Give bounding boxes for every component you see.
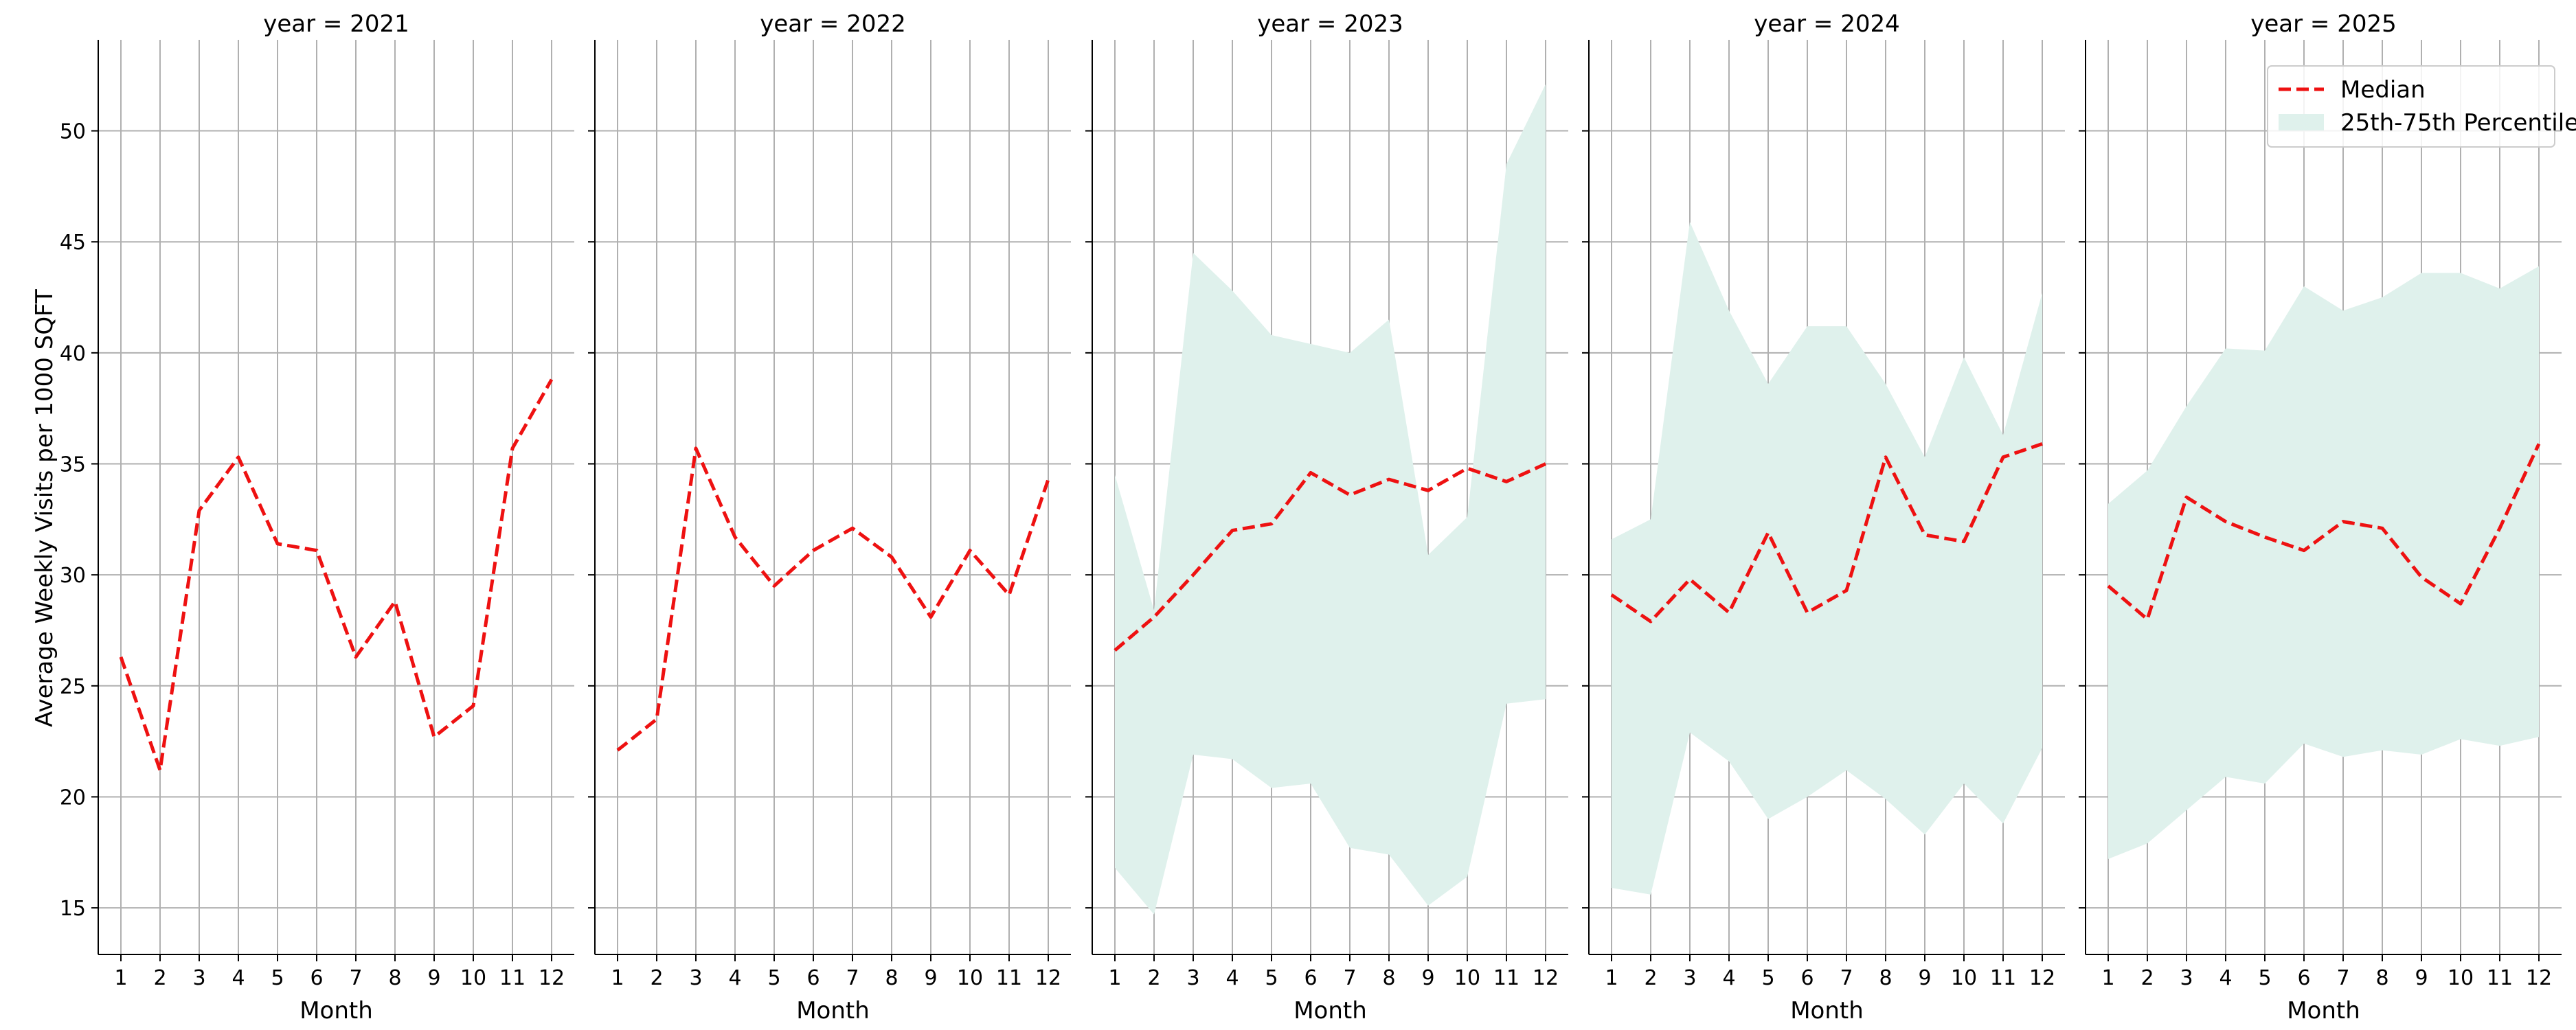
x-tick-label: 7 [1840,966,1853,990]
legend: Median 25th-75th Percentile [2267,65,2576,148]
x-tick-label: 7 [2336,966,2349,990]
x-tick-label: 6 [1304,966,1317,990]
median-line [2107,443,2541,621]
x-tick-label: 3 [1683,966,1696,990]
x-tick-label: 4 [2219,966,2232,990]
x-tick-label: 12 [1533,966,1559,990]
x-tick-label: 10 [957,966,983,990]
x-tick-label: 4 [1225,966,1239,990]
x-tick-label: 8 [2375,966,2388,990]
legend-band-swatch [2279,114,2324,130]
y-tick-label: 20 [60,786,86,810]
x-tick-label: 12 [2029,966,2055,990]
x-tick-label: 10 [460,966,486,990]
x-tick-label: 1 [1108,966,1121,990]
legend-median-label: Median [2340,76,2426,104]
panel-title: year = 2023 [1257,10,1403,38]
x-tick-label: 2 [2140,966,2154,990]
x-tick-label: 9 [924,966,937,990]
panel-title: year = 2022 [760,10,905,38]
x-axis-label: Month [1790,997,1864,1025]
x-tick-label: 9 [1421,966,1434,990]
x-tick-label: 3 [2180,966,2193,990]
x-tick-label: 4 [1722,966,1735,990]
percentile-band [1115,84,1546,915]
x-tick-label: 1 [2101,966,2114,990]
x-tick-label: 10 [2448,966,2474,990]
x-tick-label: 9 [2415,966,2428,990]
x-tick-label: 7 [1343,966,1356,990]
x-tick-label: 12 [539,966,565,990]
x-axis-label: Month [796,997,870,1025]
x-tick-label: 6 [1800,966,1814,990]
y-tick-label: 15 [60,897,86,921]
panel-title: year = 2021 [263,10,409,38]
x-tick-label: 12 [2526,966,2552,990]
x-tick-label: 2 [650,966,663,990]
x-tick-label: 8 [1382,966,1395,990]
x-tick-label: 1 [611,966,624,990]
x-tick-label: 1 [114,966,127,990]
y-tick-label: 40 [60,342,86,366]
x-tick-label: 3 [192,966,205,990]
x-tick-label: 8 [1879,966,1892,990]
x-tick-label: 11 [2487,966,2513,990]
x-axis-label: Month [1293,997,1367,1025]
x-tick-label: 8 [885,966,898,990]
x-tick-label: 6 [310,966,323,990]
x-axis-label: Month [300,997,373,1025]
x-tick-label: 5 [271,966,284,990]
x-tick-label: 11 [1493,966,1519,990]
x-tick-label: 11 [996,966,1022,990]
y-axis-label: Average Weekly Visits per 1000 SQFT [31,289,58,727]
x-tick-label: 6 [806,966,820,990]
percentile-band [1612,222,2042,895]
median-line [616,446,1050,752]
x-tick-label: 6 [2297,966,2310,990]
x-tick-label: 10 [1454,966,1480,990]
x-tick-label: 9 [427,966,440,990]
x-tick-label: 1 [1605,966,1618,990]
legend-band-label: 25th-75th Percentile [2340,109,2576,137]
panel-title: year = 2025 [2250,10,2396,38]
panel-title: year = 2024 [1754,10,1899,38]
y-tick-label: 30 [60,564,86,588]
x-tick-label: 2 [1147,966,1160,990]
x-tick-label: 10 [1951,966,1977,990]
x-tick-label: 5 [1761,966,1774,990]
panels: 1 2 3 4 5 6 7 8 9 10 11 121520253035404550Monthyear… [60,10,2576,1025]
x-tick-label: 5 [767,966,780,990]
x-tick-label: 12 [1035,966,1061,990]
x-tick-label: 5 [1265,966,1278,990]
x-tick-label: 11 [499,966,526,990]
median-line [1610,442,2043,623]
x-tick-label: 3 [689,966,702,990]
x-tick-label: 2 [153,966,166,990]
y-tick-label: 25 [60,675,86,699]
median-line [1114,462,1547,652]
x-tick-label: 4 [728,966,741,990]
x-axis-label: Month [2287,997,2360,1025]
y-tick-label: 45 [60,231,86,255]
x-tick-label: 11 [1990,966,2016,990]
y-tick-label: 50 [60,120,86,144]
x-tick-label: 9 [1918,966,1931,990]
x-tick-label: 7 [349,966,362,990]
percentile-band [2108,266,2539,859]
y-tick-label: 35 [60,453,86,477]
x-tick-label: 5 [2258,966,2271,990]
legend-box [2267,65,2555,148]
x-tick-label: 2 [1644,966,1657,990]
x-tick-label: 7 [846,966,859,990]
x-tick-label: 4 [231,966,245,990]
x-tick-label: 8 [388,966,401,990]
panel-0: 1 2 3 4 5 6 7 8 9 10 11 121520253035404550Monthyear… [60,10,574,1025]
x-tick-label: 3 [1186,966,1199,990]
